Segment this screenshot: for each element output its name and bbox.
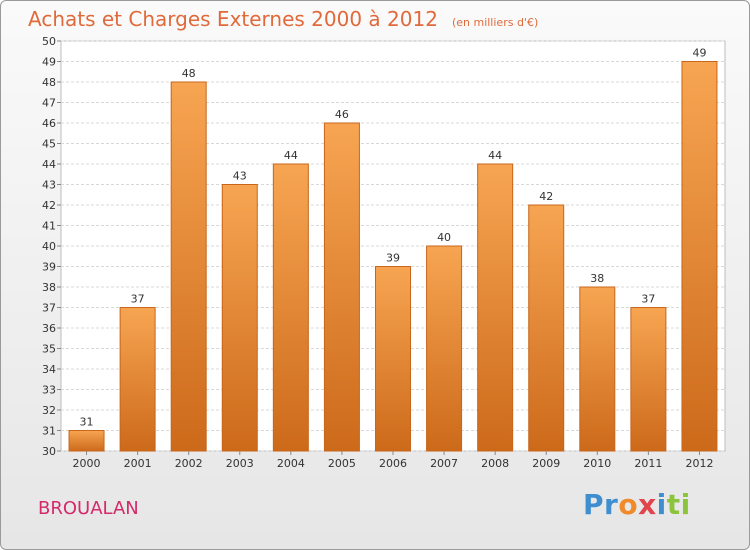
logo-letter: i (656, 488, 667, 521)
bar-2004 (272, 163, 309, 452)
y-tick-label: 46 (42, 117, 56, 130)
y-tick-label: 31 (42, 425, 56, 438)
chart-title: Achats et Charges Externes 2000 à 2012 (28, 7, 438, 31)
y-tick-label: 32 (42, 404, 56, 417)
y-tick-label: 30 (42, 445, 56, 458)
bar-2005 (323, 122, 360, 452)
x-tick-label-2005: 2005 (328, 457, 356, 470)
x-tick-label-2011: 2011 (634, 457, 662, 470)
bar-2006 (375, 266, 411, 452)
value-label-2001: 37 (131, 293, 145, 306)
chart-subtitle: (en milliers d'€) (451, 16, 539, 29)
bar-2012 (681, 61, 718, 452)
x-tick-label-2000: 2000 (73, 457, 101, 470)
value-label-2005: 46 (335, 108, 349, 121)
x-axis-ticks: 2000 2001 2002 2003 2004 2005 2006 2007 2008 2009… (73, 451, 713, 470)
y-tick-label: 47 (42, 97, 56, 110)
bar-2010 (579, 286, 616, 452)
y-tick-label: 34 (42, 363, 56, 376)
y-axis-ticks: 30 31 32 33 34 35 36 37 38 39 40 41 42 43 44 45 46 47 48 49… (42, 35, 61, 458)
logo-letter: t (666, 488, 681, 521)
y-tick-label: 45 (42, 138, 56, 151)
value-label-2006: 39 (386, 252, 400, 265)
y-tick-label: 42 (42, 199, 56, 212)
value-label-2010: 38 (590, 272, 604, 285)
y-tick-label: 41 (42, 220, 56, 233)
bar-2003 (221, 184, 258, 452)
value-label-2002: 48 (182, 67, 196, 80)
bar-2000 (68, 430, 105, 452)
bar-2009 (528, 204, 565, 452)
bar-2007 (426, 245, 463, 452)
y-tick-label: 33 (42, 384, 56, 397)
x-tick-label-2002: 2002 (175, 457, 203, 470)
y-tick-label: 38 (42, 281, 56, 294)
x-tick-label-2003: 2003 (226, 457, 254, 470)
y-tick-label: 39 (42, 261, 56, 274)
logo-letter: r (604, 488, 619, 521)
y-tick-label: 48 (42, 76, 56, 89)
logo-letter: x (638, 488, 657, 521)
value-label-2000: 31 (80, 416, 94, 429)
bar-2001 (119, 307, 156, 452)
y-tick-label: 50 (42, 35, 56, 48)
x-tick-label-2012: 2012 (685, 457, 713, 470)
value-label-2009: 42 (539, 190, 553, 203)
x-tick-label-2001: 2001 (124, 457, 152, 470)
y-tick-label: 35 (42, 343, 56, 356)
value-label-2011: 37 (641, 293, 655, 306)
y-tick-label: 37 (42, 302, 56, 315)
title-row: Achats et Charges Externes 2000 à 2012 (… (28, 7, 538, 31)
y-tick-label: 43 (42, 179, 56, 192)
y-tick-label: 49 (42, 56, 56, 69)
commune-name: BROUALAN (38, 498, 139, 519)
bar-2002 (170, 81, 207, 452)
bars (68, 61, 718, 452)
y-tick-label: 44 (42, 158, 56, 171)
value-labels: 31 37 48 43 44 46 39 40 44 42 38 37 49 (80, 47, 707, 429)
x-tick-label-2006: 2006 (379, 457, 407, 470)
value-label-2007: 40 (437, 231, 451, 244)
y-tick-label: 36 (42, 322, 56, 335)
x-tick-label-2009: 2009 (532, 457, 560, 470)
value-label-2012: 49 (692, 47, 706, 60)
x-tick-label-2007: 2007 (430, 457, 458, 470)
bar-2011 (630, 307, 667, 452)
x-tick-label-2004: 2004 (277, 457, 305, 470)
y-tick-label: 40 (42, 240, 56, 253)
x-tick-label-2008: 2008 (481, 457, 509, 470)
bar-2008 (477, 163, 514, 452)
logo-letter: o (618, 488, 639, 521)
logo-letter: P (583, 488, 605, 521)
x-tick-label-2010: 2010 (583, 457, 611, 470)
logo-letter: i (680, 488, 691, 521)
value-label-2008: 44 (488, 149, 502, 162)
proxiti-logo: Proxiti (583, 488, 691, 521)
value-label-2003: 43 (233, 170, 247, 183)
value-label-2004: 44 (284, 149, 298, 162)
